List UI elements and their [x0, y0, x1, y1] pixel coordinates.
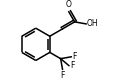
Text: OH: OH: [87, 19, 99, 28]
Text: F: F: [70, 61, 74, 70]
Text: F: F: [60, 71, 65, 80]
Text: O: O: [66, 0, 72, 9]
Text: F: F: [72, 52, 77, 61]
